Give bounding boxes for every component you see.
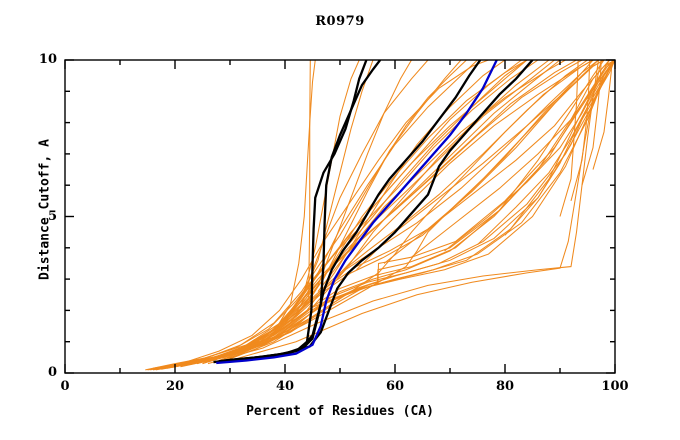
- series-line: [317, 60, 566, 292]
- series-line: [334, 60, 594, 280]
- series-line: [229, 60, 550, 360]
- series-line: [444, 60, 615, 252]
- series-line: [411, 60, 615, 258]
- x-tick-label: 0: [60, 379, 70, 394]
- series-line: [150, 60, 489, 371]
- x-axis-label: Percent of Residues (CA): [246, 404, 434, 419]
- series-line: [273, 60, 316, 333]
- x-tick-label: 40: [275, 379, 295, 394]
- page-title: R0979: [315, 14, 365, 29]
- series-line: [207, 60, 600, 365]
- series-layer: [145, 60, 615, 371]
- series-line: [570, 60, 591, 201]
- series-line: [185, 60, 610, 366]
- y-tick-label: 5: [47, 208, 57, 224]
- series-line: [218, 60, 615, 361]
- series-line: [295, 60, 478, 314]
- series-line: [284, 60, 429, 324]
- x-tick-label: 20: [165, 379, 185, 394]
- series-line: [224, 60, 506, 361]
- series-line: [229, 60, 602, 361]
- series-line: [504, 60, 615, 236]
- series-line: [218, 60, 482, 363]
- series-line: [158, 60, 583, 369]
- series-line: [581, 60, 602, 186]
- series-line: [216, 60, 498, 365]
- x-tick-label: 60: [385, 379, 405, 394]
- y-tick-label: 0: [47, 365, 57, 380]
- y-tick-label: 10: [38, 52, 57, 67]
- series-line: [262, 60, 594, 346]
- series-line: [180, 60, 594, 368]
- axis-layer: [64, 59, 616, 374]
- series-line: [251, 60, 605, 352]
- series-line: [592, 60, 613, 170]
- series-line: [477, 60, 615, 246]
- x-tick-label: 80: [495, 379, 515, 394]
- series-line: [306, 60, 528, 305]
- series-line: [152, 60, 539, 369]
- series-line: [559, 60, 579, 217]
- x-tick-label: 100: [601, 379, 629, 394]
- series-line: [169, 60, 605, 368]
- series-line: [196, 60, 615, 365]
